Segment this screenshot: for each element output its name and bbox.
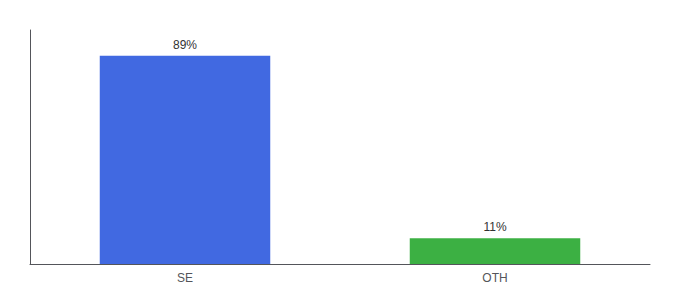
svg-text:89%: 89% <box>173 38 197 52</box>
svg-text:11%: 11% <box>483 220 506 234</box>
svg-text:OTH: OTH <box>482 271 507 285</box>
svg-text:SE: SE <box>177 271 193 285</box>
